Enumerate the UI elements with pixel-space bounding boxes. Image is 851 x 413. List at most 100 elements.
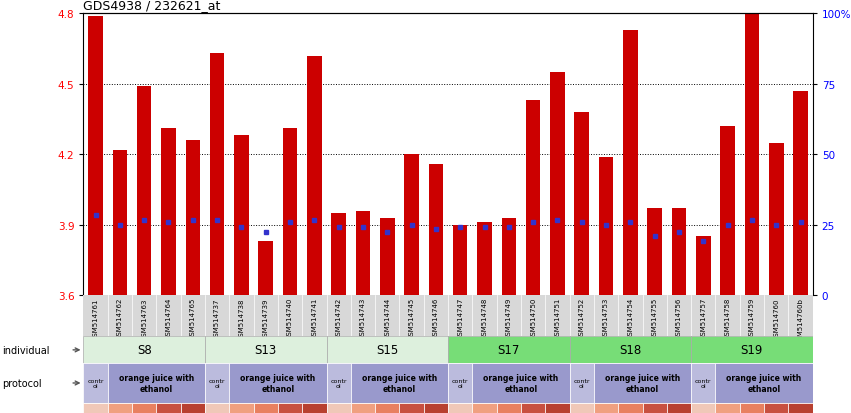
Text: GDS4938 / 232621_at: GDS4938 / 232621_at — [83, 0, 220, 12]
Bar — [375, 403, 399, 413]
Text: GSM514748: GSM514748 — [482, 297, 488, 339]
Text: GSM514759: GSM514759 — [749, 297, 755, 339]
Text: S19: S19 — [740, 344, 763, 356]
Bar — [351, 363, 448, 403]
Text: orange juice with
ethanol: orange juice with ethanol — [240, 373, 316, 393]
Text: contr
ol: contr ol — [695, 377, 711, 389]
Bar — [180, 403, 205, 413]
Text: contr
ol: contr ol — [330, 377, 347, 389]
Text: contr
ol: contr ol — [88, 377, 104, 389]
Bar — [327, 363, 351, 403]
Bar — [205, 363, 229, 403]
Text: GSM514741: GSM514741 — [311, 297, 317, 339]
Bar — [594, 403, 618, 413]
Bar — [521, 403, 545, 413]
Bar — [691, 363, 716, 403]
Bar — [448, 403, 472, 413]
Text: GSM514765: GSM514765 — [190, 297, 196, 339]
Text: GSM514746: GSM514746 — [433, 297, 439, 339]
Text: GSM514752: GSM514752 — [579, 297, 585, 339]
Bar — [108, 403, 132, 413]
Text: GSM514742: GSM514742 — [335, 297, 341, 339]
Bar — [302, 403, 327, 413]
Text: GSM514756: GSM514756 — [676, 297, 682, 339]
Bar — [569, 363, 594, 403]
Text: S18: S18 — [620, 344, 642, 356]
Bar — [472, 403, 497, 413]
Bar — [745, 0, 759, 295]
Bar — [716, 403, 740, 413]
Text: GSM514758: GSM514758 — [724, 297, 731, 339]
Bar — [716, 363, 813, 403]
Bar — [83, 337, 205, 363]
Bar — [331, 214, 346, 295]
Text: GSM514753: GSM514753 — [603, 297, 609, 339]
Bar — [83, 403, 108, 413]
Bar — [424, 403, 448, 413]
Bar — [161, 129, 176, 295]
Bar — [380, 218, 395, 295]
Bar — [550, 73, 565, 295]
Bar — [429, 164, 443, 295]
Bar — [351, 403, 375, 413]
Bar — [307, 57, 322, 295]
Bar — [667, 403, 691, 413]
Bar — [472, 363, 569, 403]
Bar — [453, 225, 467, 295]
Text: contr
ol: contr ol — [574, 377, 590, 389]
Text: GSM514743: GSM514743 — [360, 297, 366, 339]
Bar — [671, 209, 686, 295]
Bar — [691, 337, 813, 363]
Text: orange juice with
ethanol: orange juice with ethanol — [118, 373, 194, 393]
Bar — [501, 218, 516, 295]
Bar — [643, 403, 667, 413]
Bar — [186, 141, 200, 295]
Text: contr
ol: contr ol — [208, 377, 226, 389]
Bar — [526, 101, 540, 295]
Text: orange juice with
ethanol: orange juice with ethanol — [483, 373, 558, 393]
Text: GSM514760b: GSM514760b — [797, 297, 803, 344]
Bar — [793, 92, 808, 295]
Bar — [497, 403, 521, 413]
Bar — [210, 54, 225, 295]
Bar — [108, 363, 205, 403]
Text: S17: S17 — [498, 344, 520, 356]
Bar — [132, 403, 157, 413]
Bar — [691, 403, 716, 413]
Text: GSM514760: GSM514760 — [774, 297, 780, 340]
Bar — [278, 403, 302, 413]
Text: GSM514761: GSM514761 — [93, 297, 99, 340]
Text: S13: S13 — [254, 344, 277, 356]
Text: GSM514762: GSM514762 — [117, 297, 123, 339]
Text: GSM514747: GSM514747 — [457, 297, 463, 339]
Bar — [477, 223, 492, 295]
Bar — [259, 242, 273, 295]
Bar — [229, 363, 327, 403]
Text: orange juice with
ethanol: orange juice with ethanol — [362, 373, 437, 393]
Bar — [157, 403, 180, 413]
Bar — [569, 403, 594, 413]
Text: contr
ol: contr ol — [452, 377, 468, 389]
Text: orange juice with
ethanol: orange juice with ethanol — [727, 373, 802, 393]
Text: S15: S15 — [376, 344, 398, 356]
Bar — [696, 237, 711, 295]
Text: GSM514757: GSM514757 — [700, 297, 706, 339]
Text: protocol: protocol — [2, 378, 42, 388]
Bar — [205, 337, 327, 363]
Bar — [599, 157, 614, 295]
Bar — [769, 143, 784, 295]
Text: GSM514764: GSM514764 — [165, 297, 172, 339]
Bar — [234, 136, 248, 295]
Bar — [283, 129, 297, 295]
Bar — [448, 363, 472, 403]
Bar — [764, 403, 788, 413]
Bar — [399, 403, 424, 413]
Text: GSM514740: GSM514740 — [287, 297, 293, 339]
Bar — [594, 363, 691, 403]
Bar — [327, 337, 448, 363]
Bar — [254, 403, 278, 413]
Bar — [720, 127, 735, 295]
Bar — [648, 209, 662, 295]
Bar — [205, 403, 229, 413]
Text: S8: S8 — [137, 344, 151, 356]
